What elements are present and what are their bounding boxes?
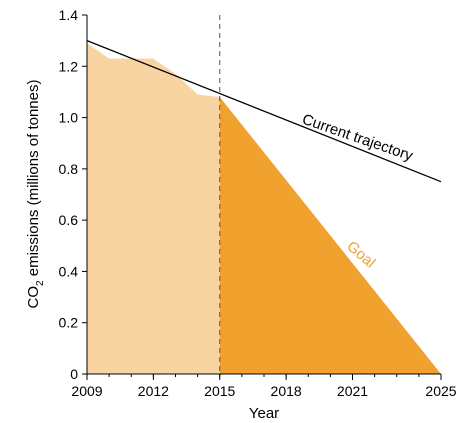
y-axis-title-prefix: CO — [25, 286, 42, 309]
y-axis-title-subscript: 2 — [35, 280, 46, 286]
axes: 0 0.2 0.4 0.6 0.8 1.0 1.2 1.4 2009 2012 2015 2018 20… — [59, 7, 457, 399]
y-tick-label: 0.6 — [59, 212, 79, 228]
x-axis-title: Year — [249, 405, 279, 422]
x-tick-label: 2021 — [337, 383, 368, 399]
plot-area — [86, 15, 442, 375]
y-tick-label: 0.8 — [59, 161, 79, 177]
y-tick-label: 1.2 — [59, 58, 79, 74]
goal-area — [219, 97, 441, 375]
x-tick-label: 2015 — [204, 383, 235, 399]
current-trajectory-label: Current trajectory — [300, 111, 416, 165]
historical-emissions-area — [87, 43, 220, 374]
y-tick-label: 1.4 — [59, 7, 79, 23]
y-axis-title-suffix: emissions (millions of tonnes) — [25, 80, 42, 281]
x-tick-label: 2009 — [71, 383, 102, 399]
x-tick-label: 2025 — [425, 383, 456, 399]
x-tick-label: 2012 — [138, 383, 169, 399]
y-tick-label: 0 — [70, 366, 78, 382]
y-axis-title: CO2 emissions (millions of tonnes) — [25, 80, 46, 309]
y-tick-label: 0.4 — [59, 263, 79, 279]
y-tick-label: 1.0 — [59, 110, 79, 126]
current-trajectory-line — [86, 40, 442, 183]
y-tick-label: 0.2 — [59, 315, 79, 331]
x-tick-label: 2018 — [271, 383, 302, 399]
